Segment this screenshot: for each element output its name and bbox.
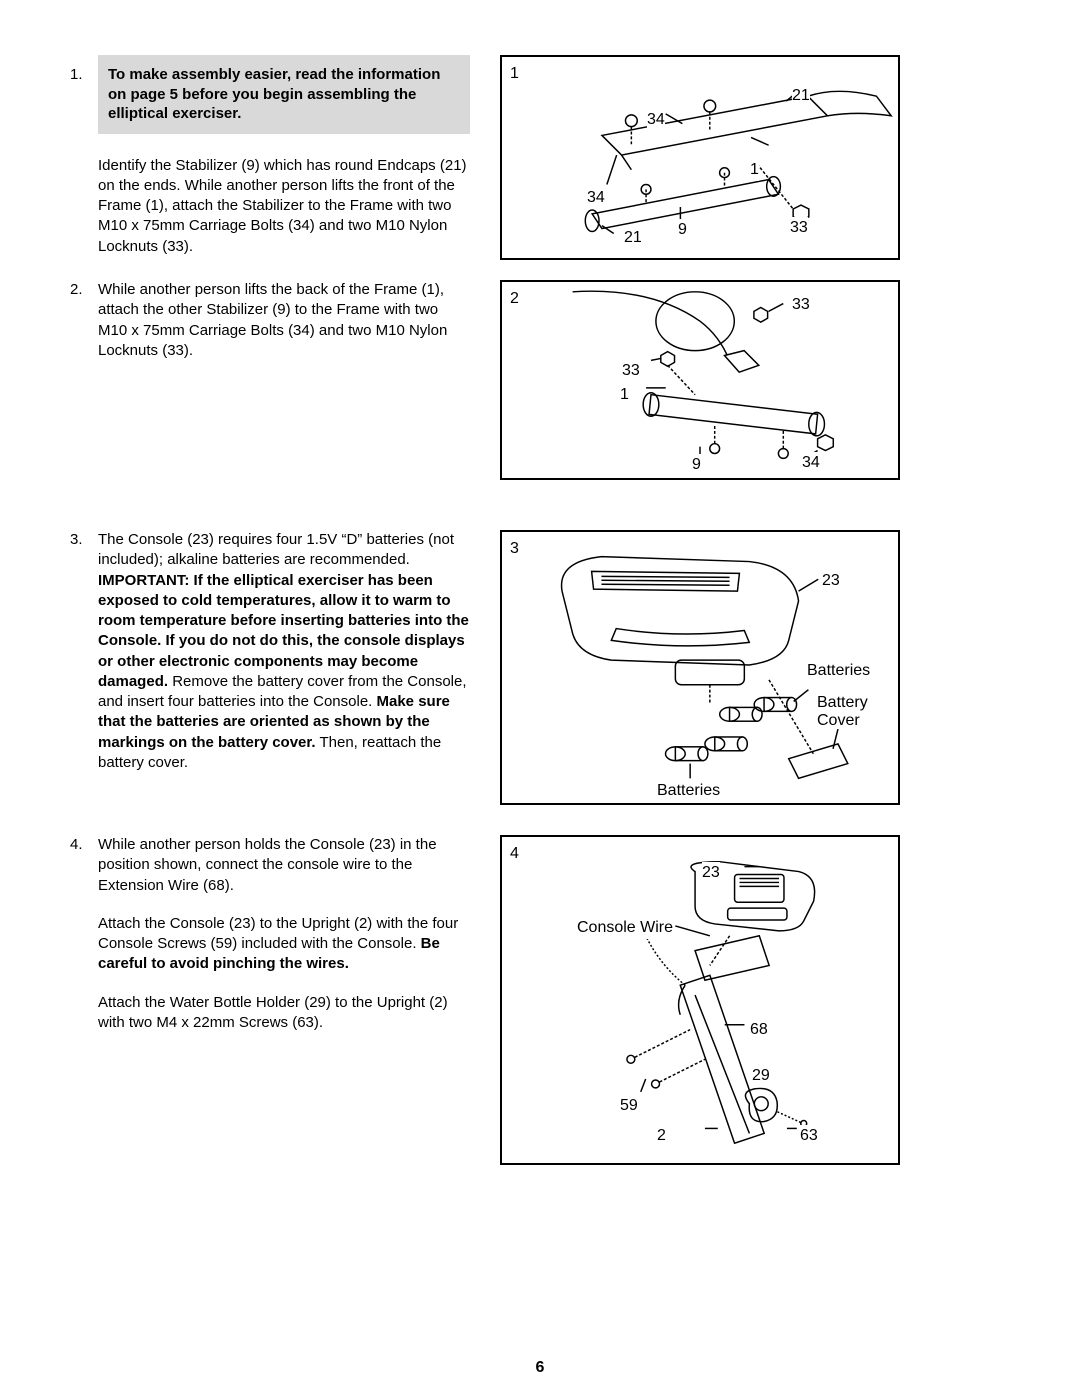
step-1-para: Identify the Stabilizer (9) which has ro… [98,156,470,257]
step-2-para: While another person lifts the back of t… [98,280,470,361]
step-3-number: 3. [70,530,98,805]
step-1-number: 1. [70,55,98,260]
step-4-para2: Attach the Console (23) to the Upright (… [98,914,470,975]
page-number: 6 [0,1357,1080,1379]
step-2-number: 2. [70,280,98,480]
fig3-battery-cover: BatteryCover [817,694,868,729]
step-3-body: The Console (23) requires four 1.5V “D” … [98,530,470,805]
fig2-34: 34 [802,452,820,474]
figure-4: 4 23 Console Wire 68 29 59 2 63 [500,835,900,1165]
fig4-68: 68 [750,1019,768,1041]
fig1-33: 33 [790,217,808,239]
fig2-9: 9 [692,454,701,476]
fig4-23: 23 [702,862,720,884]
step-4-row: 4. While another person holds the Consol… [70,835,1010,1165]
fig4-2: 2 [657,1125,666,1147]
step-3-row: 3. The Console (23) requires four 1.5V “… [70,530,1010,805]
figure-2: 2 33 33 1 9 34 [500,280,900,480]
fig4-63: 63 [800,1125,818,1147]
fig1-num: 1 [510,63,519,85]
fig4-num: 4 [510,843,519,865]
fig3-23: 23 [822,570,840,592]
assembly-callout: To make assembly easier, read the inform… [98,55,470,134]
fig1-21a: 21 [792,85,810,107]
step-1-text: 1. To make assembly easier, read the inf… [70,55,470,260]
fig1-9: 9 [678,219,687,241]
fig1-34b: 34 [587,187,605,209]
step-2-body: While another person lifts the back of t… [98,280,470,480]
fig1-34a: 34 [647,109,665,131]
step-2-text: 2. While another person lifts the back o… [70,280,470,480]
fig2-33a: 33 [792,294,810,316]
fig3-batteries-a: Batteries [807,660,870,682]
fig2-33b: 33 [622,360,640,382]
step-4-para1: While another person holds the Console (… [98,835,470,896]
fig3-batteries-b: Batteries [657,780,720,802]
step-1-body: To make assembly easier, read the inform… [98,55,470,260]
fig2-num: 2 [510,288,519,310]
fig4-console-wire: Console Wire [577,917,673,939]
fig1-21b: 21 [624,227,642,249]
step-4-para3: Attach the Water Bottle Holder (29) to t… [98,993,470,1034]
step-3-text: 3. The Console (23) requires four 1.5V “… [70,530,470,805]
fig4-29: 29 [752,1065,770,1087]
step-1-row: 1. To make assembly easier, read the inf… [70,55,1010,260]
step-4-body: While another person holds the Console (… [98,835,470,1165]
fig1-1: 1 [750,159,759,181]
step-2-row: 2. While another person lifts the back o… [70,280,1010,480]
fig2-1: 1 [620,384,629,406]
step-4-text: 4. While another person holds the Consol… [70,835,470,1165]
step-3-para: The Console (23) requires four 1.5V “D” … [98,530,470,773]
figure-1: 1 21 34 1 34 21 9 33 [500,55,900,260]
fig3-num: 3 [510,538,519,560]
figure-3: 3 23 Batteries BatteryCover Batteries [500,530,900,805]
step-4-number: 4. [70,835,98,1165]
fig4-59: 59 [620,1095,638,1117]
